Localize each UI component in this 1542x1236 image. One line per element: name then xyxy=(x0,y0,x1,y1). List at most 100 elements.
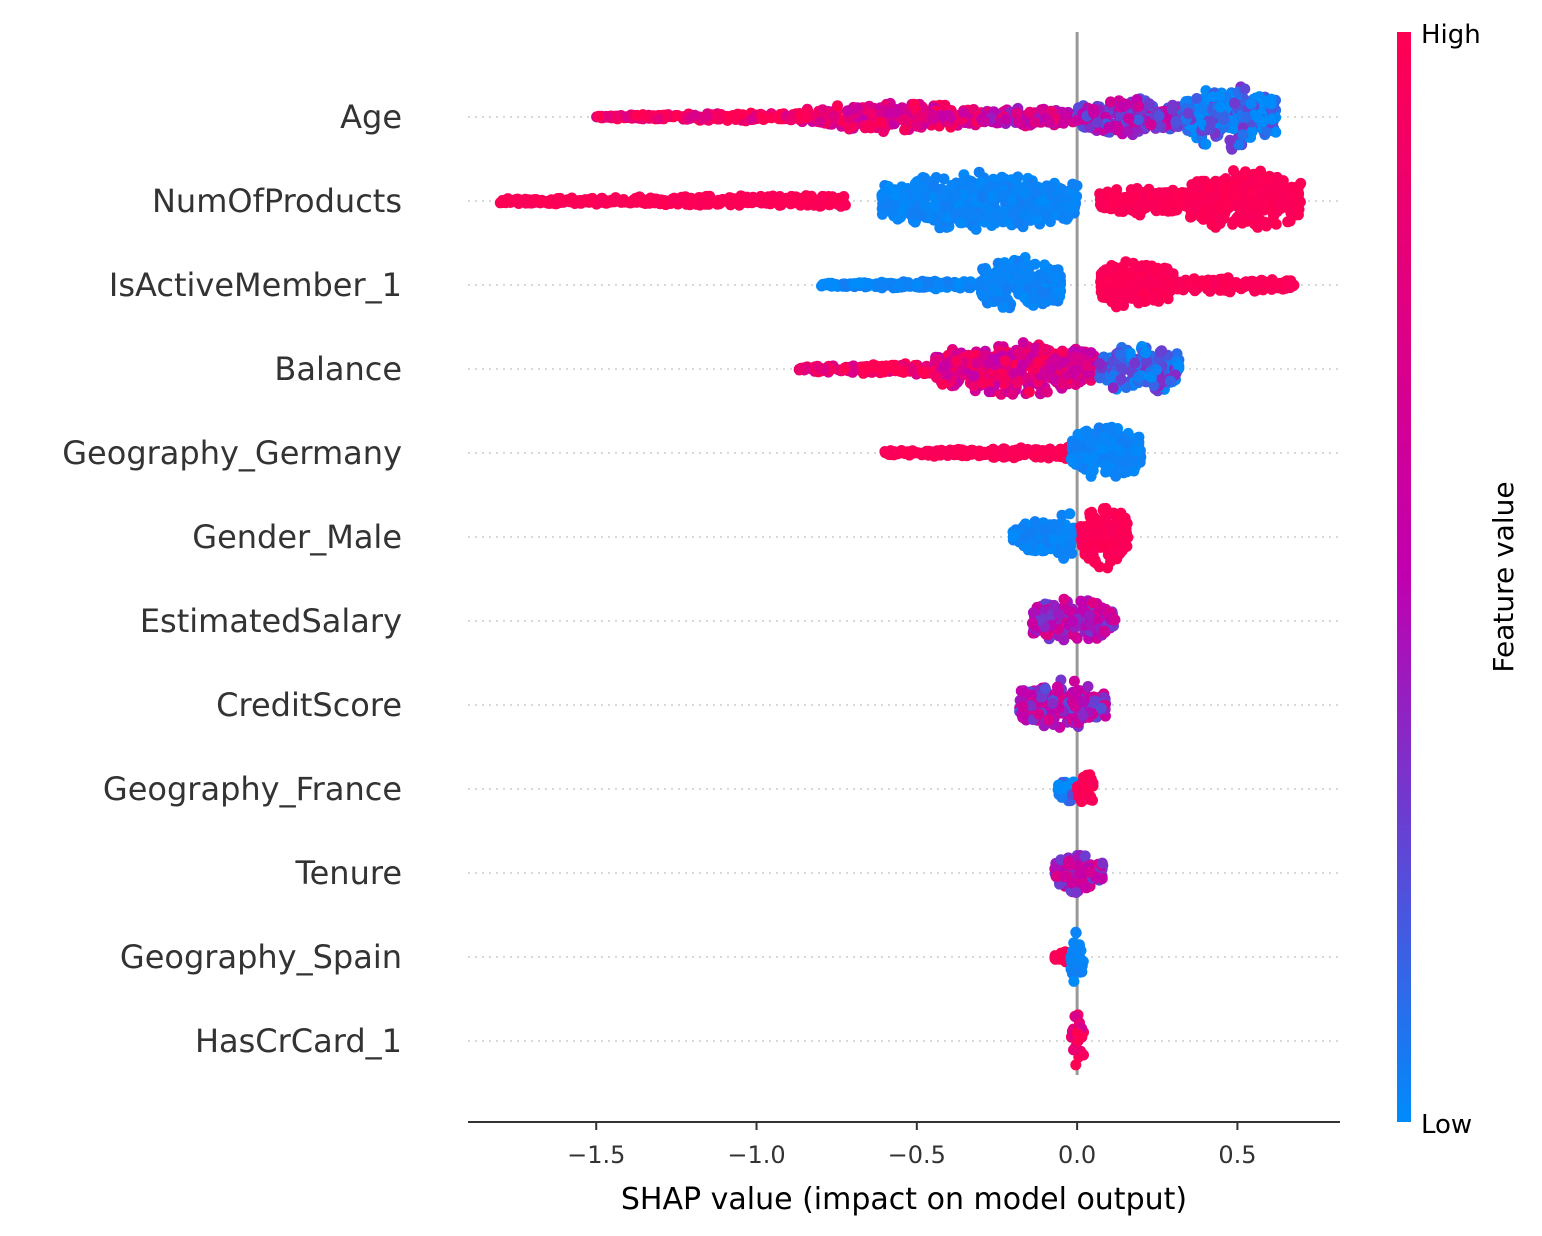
shap-point xyxy=(1041,386,1053,398)
shap-point xyxy=(1209,276,1220,288)
shap-point xyxy=(1012,171,1024,183)
shap-point xyxy=(1251,282,1263,293)
shap-point xyxy=(1132,445,1143,457)
shap-point xyxy=(1024,106,1036,118)
shap-point xyxy=(906,364,918,376)
feature-label: CreditScore xyxy=(216,686,402,724)
feature-label: NumOfProducts xyxy=(152,182,402,220)
shap-point xyxy=(862,278,874,289)
shap-point xyxy=(1145,119,1157,131)
shap-point xyxy=(667,194,679,206)
feature-label: Geography_France xyxy=(103,770,402,808)
shap-point xyxy=(1140,347,1152,359)
shap-point xyxy=(1122,125,1134,137)
shap-point xyxy=(1058,117,1070,129)
shap-point xyxy=(550,195,562,207)
shap-point xyxy=(702,110,714,122)
shap-point xyxy=(1038,343,1050,355)
feature-label: Balance xyxy=(274,350,402,388)
shap-point xyxy=(756,110,768,122)
shap-point xyxy=(1018,208,1030,220)
shap-point xyxy=(1057,378,1069,390)
shap-point xyxy=(1196,103,1208,114)
shap-point xyxy=(765,112,777,124)
feature-row-points xyxy=(816,252,1300,314)
shap-point xyxy=(1018,188,1030,200)
feature-row-points xyxy=(1007,502,1134,574)
shap-point xyxy=(929,202,941,214)
feature-label: IsActiveMember_1 xyxy=(109,266,402,304)
shap-point xyxy=(1106,426,1118,437)
shap-point xyxy=(1232,179,1244,191)
shap-point xyxy=(1067,455,1078,467)
shap-point xyxy=(848,278,860,290)
feature-row-points xyxy=(1026,593,1121,646)
shap-point xyxy=(1102,562,1113,574)
shap-point xyxy=(1067,364,1079,376)
feature-label: Age xyxy=(340,98,402,136)
shap-point xyxy=(1123,113,1135,124)
shap-point xyxy=(1126,279,1138,291)
shap-point xyxy=(936,110,948,122)
shap-point xyxy=(1048,353,1060,365)
shap-point xyxy=(566,192,578,204)
shap-point xyxy=(1067,616,1079,627)
shap-point xyxy=(1237,129,1249,141)
shap-point xyxy=(1228,97,1240,109)
shap-point xyxy=(1085,436,1097,448)
shap-point xyxy=(1011,107,1023,119)
shap-point xyxy=(939,448,951,460)
shap-point xyxy=(1213,90,1225,102)
shap-point xyxy=(1055,200,1066,212)
shap-point xyxy=(1062,211,1074,223)
shap-point xyxy=(1133,371,1145,383)
shap-point xyxy=(977,289,989,301)
shap-point xyxy=(982,357,994,369)
shap-point xyxy=(1191,93,1203,104)
shap-point xyxy=(866,108,878,120)
shap-point xyxy=(1024,527,1036,539)
shap-point xyxy=(997,301,1009,313)
shap-point xyxy=(874,116,886,128)
shap-point xyxy=(877,126,889,137)
shap-point xyxy=(979,116,991,128)
shap-point xyxy=(1107,382,1119,394)
shap-point xyxy=(1231,212,1242,224)
shap-point xyxy=(1185,211,1196,223)
shap-point xyxy=(1120,437,1132,449)
shap-point xyxy=(1214,101,1226,113)
shap-point xyxy=(1213,199,1225,211)
shap-point xyxy=(1107,450,1119,462)
shap-point xyxy=(797,192,809,204)
shap-point xyxy=(1067,200,1079,212)
shap-point xyxy=(1190,199,1201,211)
shap-point xyxy=(1175,276,1186,288)
shap-point xyxy=(1239,83,1251,95)
shap-point xyxy=(977,377,989,389)
shap-point xyxy=(785,114,797,126)
shap-point xyxy=(990,211,1002,222)
shap-point xyxy=(965,444,977,456)
shap-point xyxy=(1139,295,1151,307)
shap-point xyxy=(1128,205,1140,217)
shap-point xyxy=(1096,540,1108,552)
feature-label: Gender_Male xyxy=(192,518,402,556)
shap-point xyxy=(875,107,887,119)
shap-point xyxy=(703,198,715,210)
shap-point xyxy=(729,193,740,205)
shap-point xyxy=(1046,270,1058,282)
shap-point xyxy=(1163,268,1175,280)
shap-point xyxy=(892,365,904,376)
shap-point xyxy=(1077,532,1089,544)
shap-point xyxy=(802,111,814,123)
shap-point xyxy=(897,114,909,126)
shap-point xyxy=(846,121,858,133)
shap-point xyxy=(1259,218,1271,230)
shap-point xyxy=(1083,610,1095,622)
shap-point xyxy=(1257,95,1269,107)
shap-point xyxy=(1027,293,1039,305)
shap-point xyxy=(972,211,984,223)
shap-point xyxy=(1099,459,1111,471)
shap-point xyxy=(1157,204,1169,216)
shap-point xyxy=(1135,277,1147,289)
